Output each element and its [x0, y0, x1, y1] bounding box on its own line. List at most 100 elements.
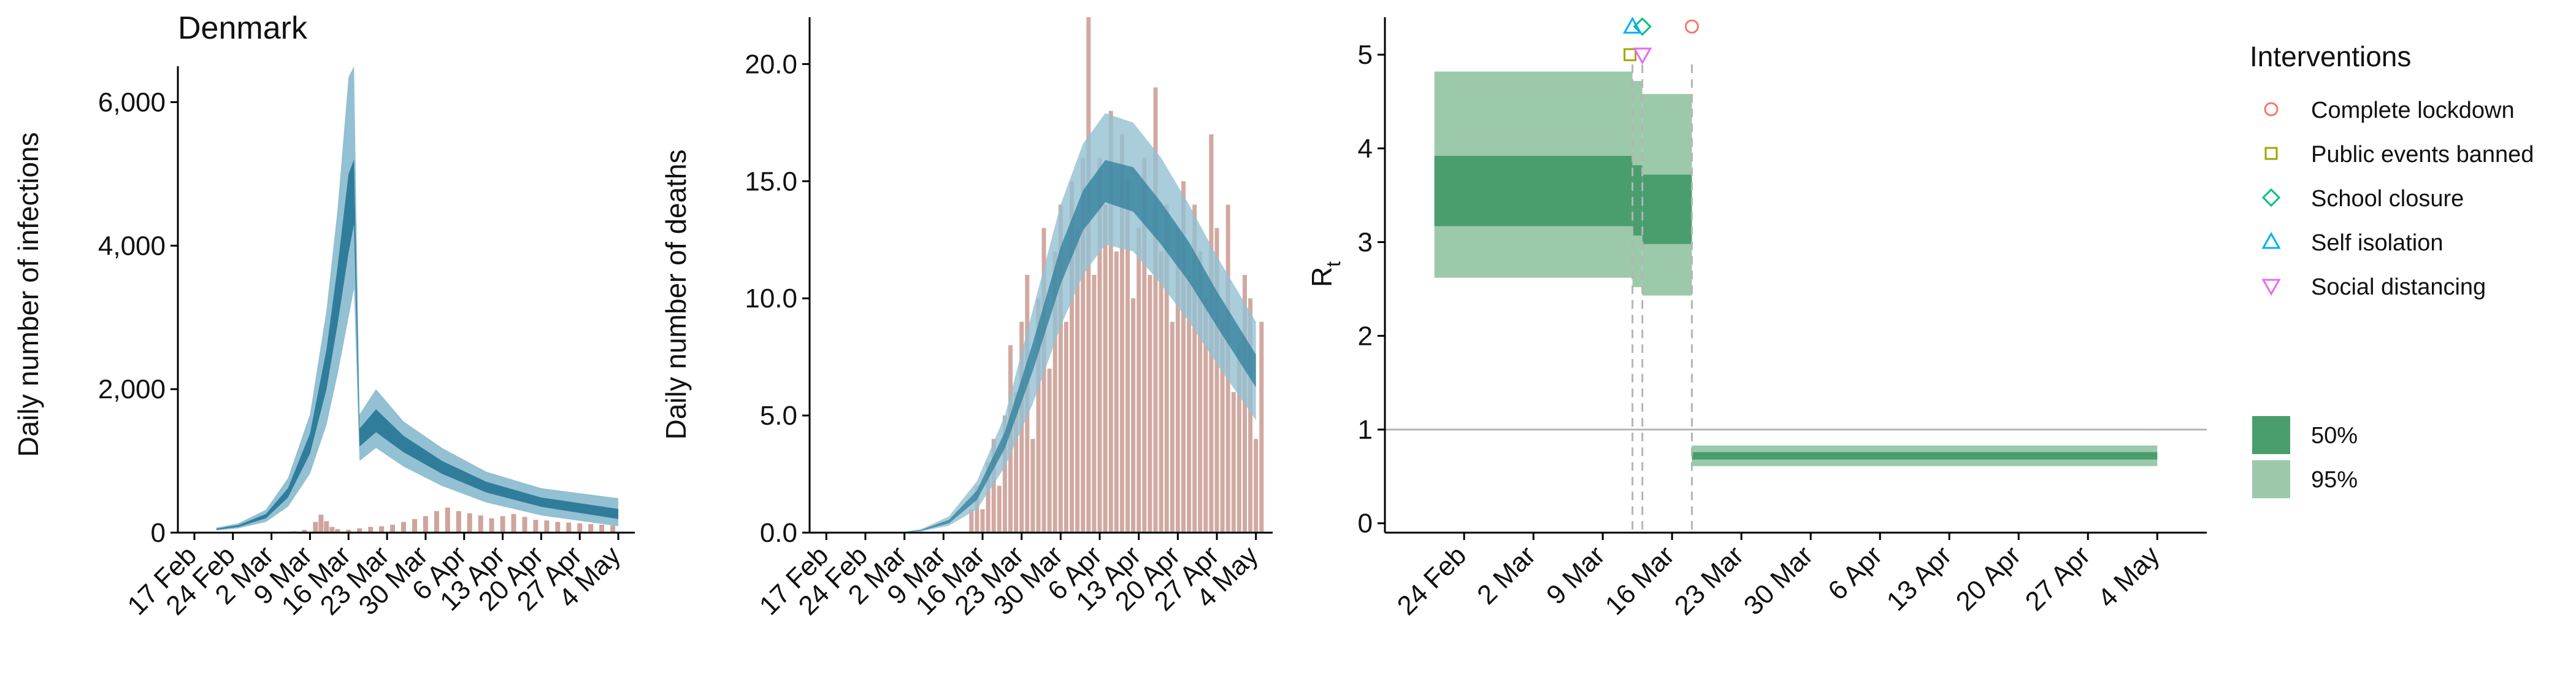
legend-label: 95%: [2311, 467, 2358, 493]
observed-bar: [1148, 275, 1152, 533]
observed-bar: [368, 527, 374, 533]
observed-bar: [313, 522, 318, 533]
rt-intervention-markers: [1623, 17, 1699, 65]
observed-bar: [1248, 298, 1253, 533]
panel-title: Denmark: [178, 10, 308, 46]
observed-bar: [478, 515, 483, 533]
observed-bar: [588, 524, 594, 533]
observed-bar: [1119, 134, 1124, 533]
observed-bar: [379, 526, 385, 533]
y-axis-label-deaths: Daily number of deaths: [660, 149, 692, 439]
observed-bar: [500, 516, 505, 533]
observed-bar: [533, 520, 539, 533]
observed-bar: [1064, 322, 1068, 533]
observed-bar: [599, 525, 605, 533]
y-tick-label: 5: [1358, 40, 1373, 70]
rt-50-band: [1434, 156, 1633, 226]
observed-bar: [980, 509, 985, 533]
y-tick-label: 4: [1358, 134, 1373, 164]
legend: Interventions Complete lockdown Public ev…: [2250, 41, 2534, 498]
observed-bar: [555, 522, 561, 533]
observed-bar: [1198, 251, 1203, 533]
observed-bar: [302, 530, 307, 533]
y-axis-label-infections: Daily number of infections: [12, 132, 44, 457]
legend-label: 50%: [2311, 423, 2358, 449]
observed-bar: [335, 529, 340, 533]
observed-bar: [991, 439, 996, 533]
observed-bar: [1187, 275, 1192, 533]
observed-bar: [1142, 158, 1147, 533]
observed-bar: [1170, 322, 1175, 533]
legend-marker: [2261, 279, 2281, 296]
intervention-marker: [1623, 48, 1637, 61]
y-tick-label: 15.0: [745, 166, 797, 196]
y-tick-label: 0.0: [760, 518, 797, 548]
observed-bar: [329, 527, 335, 533]
y-tick-label: 3: [1358, 228, 1373, 258]
observed-bar: [1092, 275, 1097, 533]
observed-bar: [1047, 368, 1052, 533]
observed-bar: [1125, 181, 1130, 533]
observed-bar: [1137, 228, 1141, 533]
observed-bar: [544, 520, 550, 533]
observed-bar: [1259, 322, 1264, 533]
legend-label: School closure: [2311, 186, 2464, 212]
observed-bar: [1070, 181, 1074, 533]
observed-bar: [1131, 298, 1136, 533]
observed-bar: [1175, 228, 1180, 533]
y-tick-label: 2: [1358, 321, 1373, 351]
legend-marker: [2261, 188, 2281, 207]
y-tick-label: 0: [151, 518, 166, 548]
observed-bar: [357, 528, 362, 533]
legend-swatch: [2252, 416, 2290, 454]
observed-bar: [1081, 158, 1086, 533]
legend-marker: [2264, 102, 2279, 117]
observed-bar: [445, 507, 450, 533]
rt-50-band: [1692, 452, 2158, 460]
legend-swatch: [2252, 460, 2290, 498]
observed-bar: [324, 521, 329, 533]
observed-bar: [1220, 322, 1225, 533]
observed-bar: [1052, 251, 1057, 533]
legend-marker: [2264, 147, 2278, 160]
y-tick-label: 6,000: [98, 87, 166, 117]
observed-bar: [423, 516, 428, 533]
observed-bar: [318, 514, 324, 533]
y-tick-label: 20.0: [745, 49, 797, 79]
y-tick-label: 4,000: [98, 231, 166, 261]
legend-bands: 50% 95%: [2252, 416, 2358, 498]
observed-bar: [1203, 298, 1208, 533]
observed-bar: [1192, 204, 1197, 533]
infections-panel: Denmark Daily number of infections 0 2,00…: [12, 10, 635, 621]
rt-symbol: R: [1306, 267, 1338, 287]
y-tick-label: 0: [1358, 509, 1373, 539]
intervention-marker: [1633, 47, 1652, 65]
observed-bar: [511, 514, 516, 533]
observed-bar: [467, 513, 472, 533]
observed-bar: [997, 485, 1002, 533]
observed-bar: [1254, 439, 1259, 533]
observed-bar: [489, 518, 494, 533]
observed-bar: [1108, 110, 1113, 533]
rt-50-band: [1632, 165, 1643, 236]
intervention-marker: [1623, 17, 1643, 34]
observed-bar: [1214, 228, 1219, 533]
intervention-marker: [1684, 19, 1699, 34]
legend-label: Public events banned: [2311, 142, 2534, 168]
observed-bar: [1002, 415, 1007, 533]
observed-bar: [390, 525, 396, 533]
observed-bar: [522, 517, 527, 533]
observed-bar: [610, 525, 616, 533]
observed-bar: [1153, 87, 1158, 533]
observed-bar: [1086, 17, 1091, 533]
observed-bar: [1097, 158, 1102, 533]
y-tick-label: 5.0: [760, 401, 797, 431]
observed-bar: [1231, 392, 1236, 533]
y-tick-label: 2,000: [98, 374, 166, 404]
y-tick-label: 1: [1358, 415, 1373, 445]
rt-intervention-lines: [1631, 64, 1693, 533]
observed-bar: [566, 522, 572, 533]
observed-bar: [577, 523, 583, 533]
